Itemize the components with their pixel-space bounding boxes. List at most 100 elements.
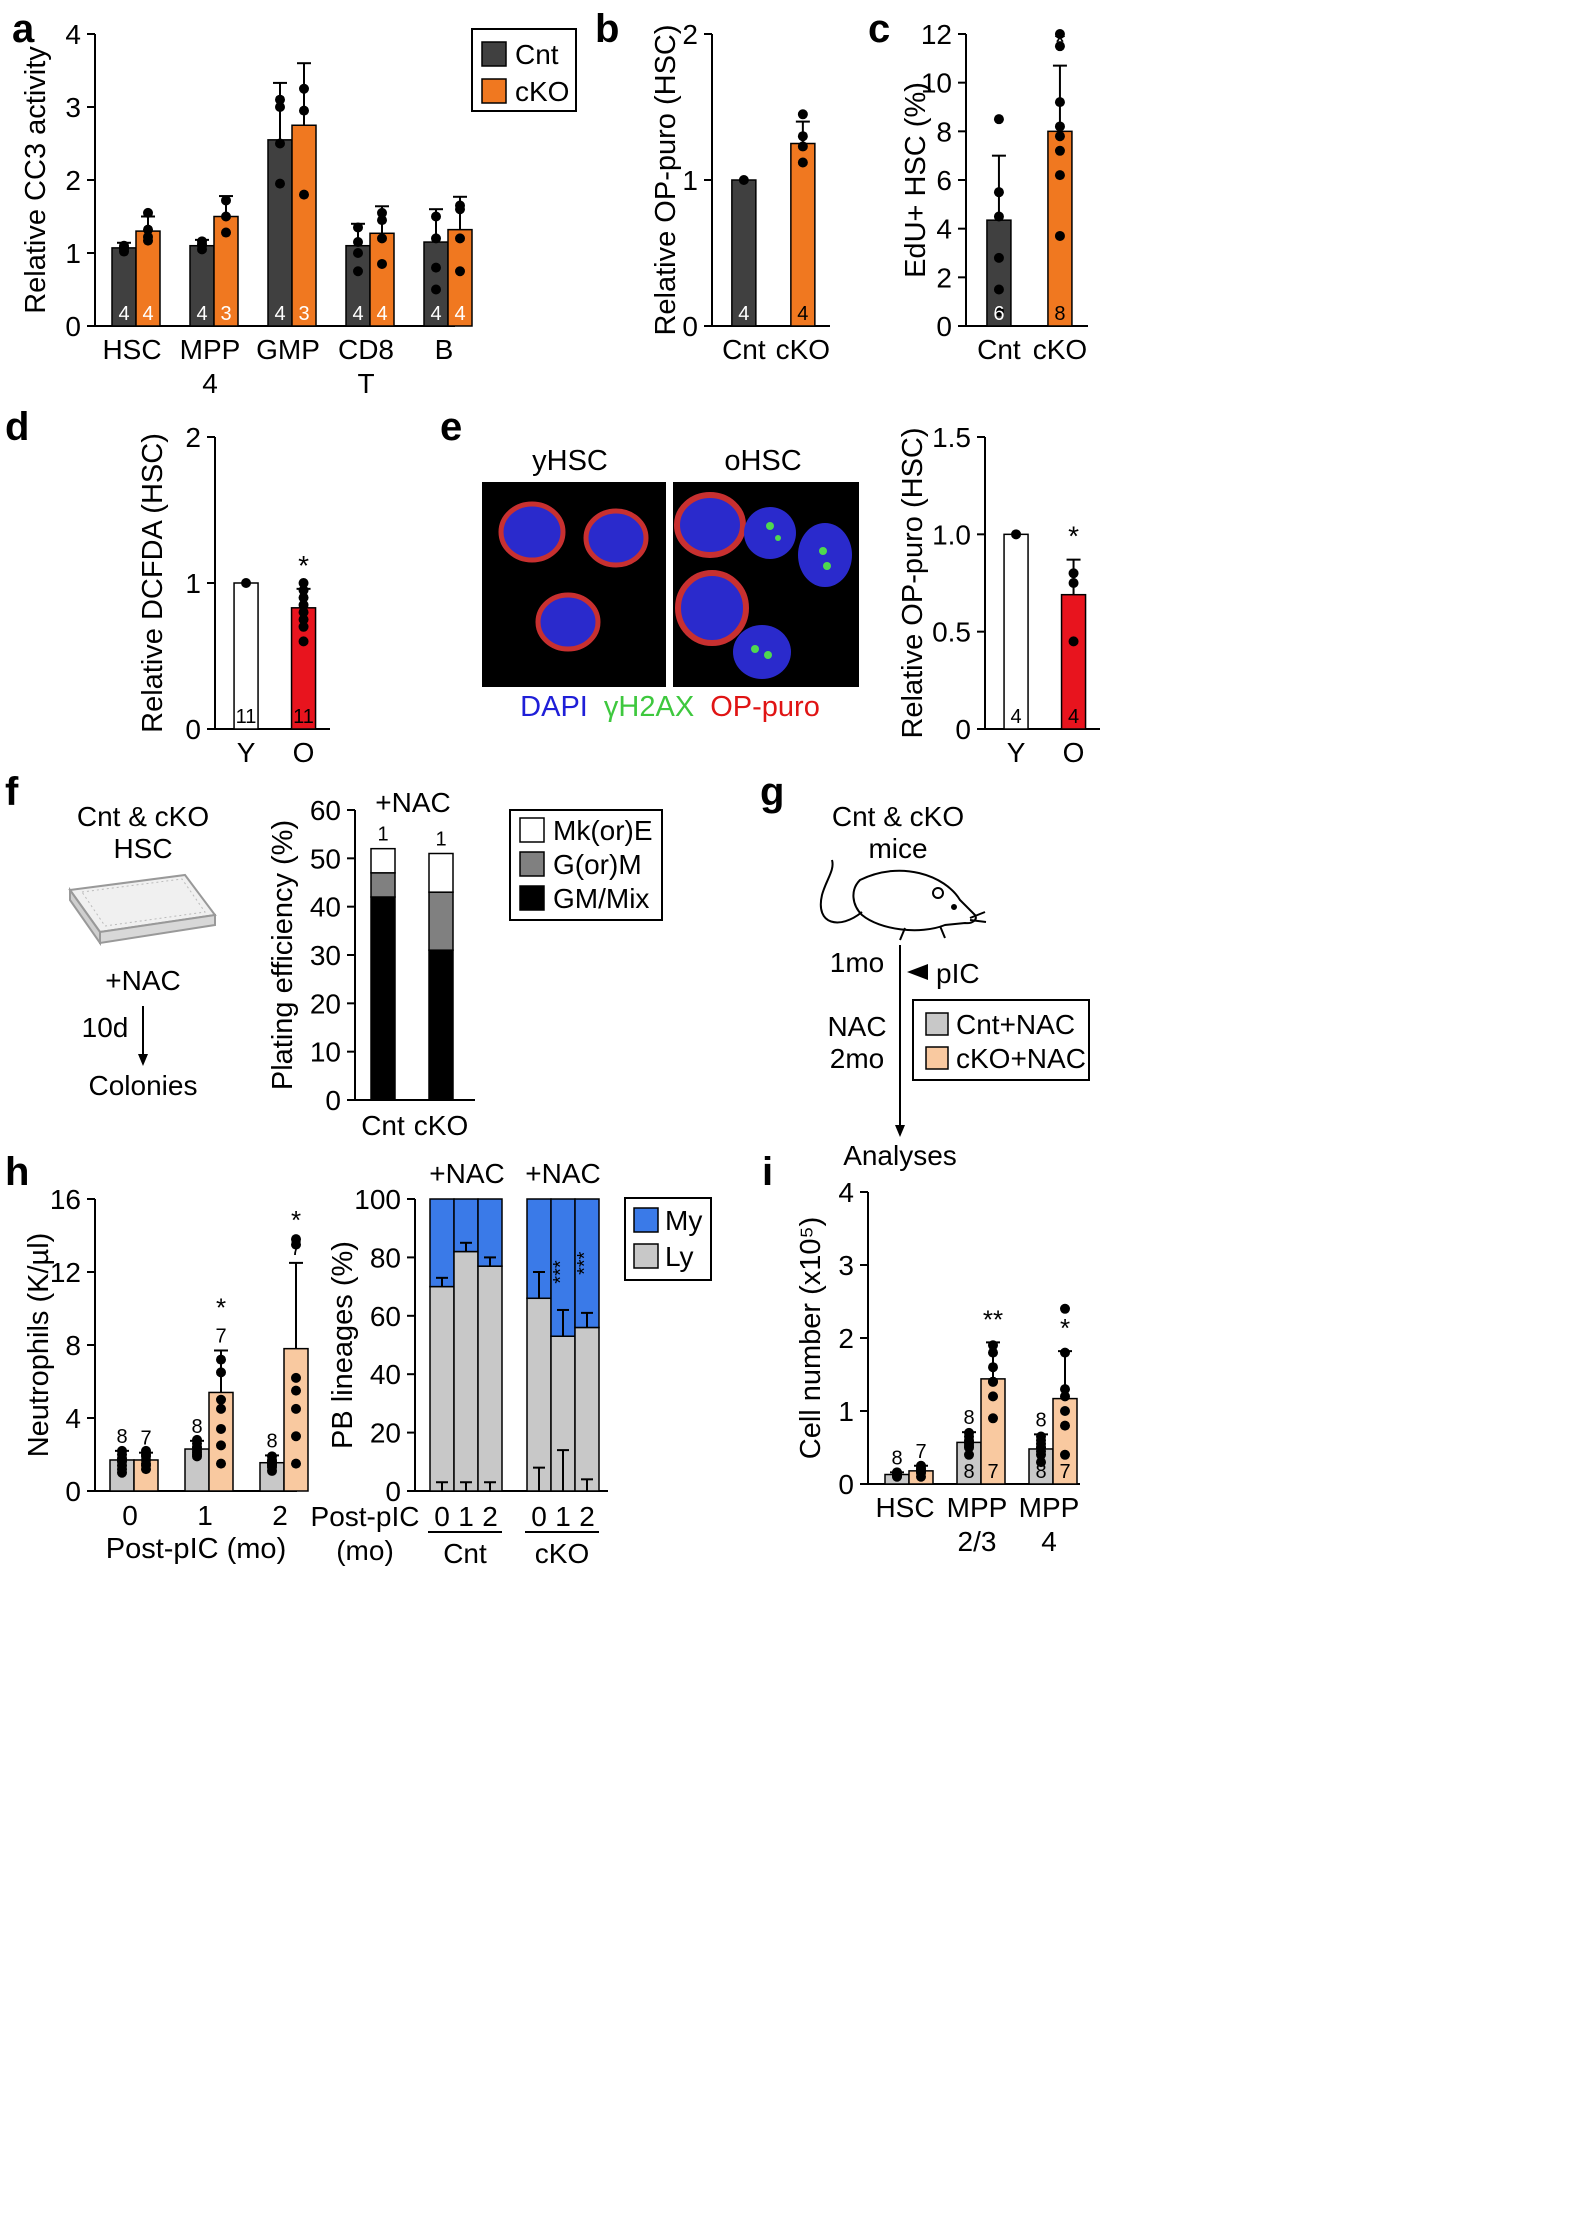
- annotation: +NAC: [375, 787, 450, 818]
- x-tick-label: 2: [272, 1500, 288, 1531]
- data-point: [117, 1453, 127, 1464]
- data-point: [431, 262, 441, 273]
- data-point: [988, 1347, 998, 1358]
- f-scheme-nac: +NAC: [105, 965, 180, 996]
- h-nac-labels: +NAC +NAC: [429, 1158, 600, 1189]
- legend-label: Ly: [665, 1241, 694, 1272]
- bar-segment-ly: [526, 1297, 552, 1492]
- panel-g-scheme: Cnt & cKO mice 1mo pIC NAC 2mo Cnt+NAC c…: [819, 801, 1090, 1171]
- bar: [111, 247, 137, 327]
- panel-letter-e: e: [440, 405, 462, 449]
- g-title-2: mice: [868, 833, 927, 864]
- f-scheme-title-2: HSC: [113, 833, 172, 864]
- data-point: [993, 284, 1004, 295]
- f-scheme-days: 10d: [82, 1012, 129, 1043]
- y-tick-label: 3: [65, 92, 81, 123]
- y-tick-label: 10: [310, 1037, 341, 1068]
- panel-f-scheme: Cnt & cKO HSC +NAC 10d Colonies: [68, 801, 217, 1101]
- panel-letter-d: d: [5, 405, 29, 449]
- x-tick-label: 1: [458, 1501, 474, 1532]
- n-label: 7: [915, 1441, 926, 1463]
- y-tick-label: 60: [370, 1301, 401, 1332]
- data-point: [291, 1372, 301, 1383]
- f-scheme-title-1: Cnt & cKO: [77, 801, 209, 832]
- data-point: [988, 1413, 998, 1424]
- data-point: [988, 1362, 998, 1373]
- data-point: [216, 1367, 226, 1378]
- x-tick-label: T: [357, 368, 374, 399]
- y-tick-label: 40: [370, 1359, 401, 1390]
- data-point: [1036, 1438, 1046, 1449]
- data-point: [1054, 170, 1065, 181]
- y-tick-label: 1.0: [932, 519, 971, 550]
- group-label: cKO: [535, 1538, 589, 1569]
- n-label: 8: [116, 1426, 127, 1448]
- data-point: [291, 1234, 301, 1245]
- data-point: [298, 592, 309, 603]
- y-tick-label: 60: [310, 795, 341, 826]
- data-point: [738, 175, 749, 185]
- stain-dapi: DAPI: [520, 691, 588, 723]
- data-point: [993, 211, 1004, 222]
- data-point: [192, 1434, 202, 1445]
- significance-mark: ***: [550, 1260, 572, 1284]
- data-point: [1054, 145, 1065, 156]
- bar-segment-ly: [477, 1265, 503, 1492]
- stain-h2ax: γH2AX: [604, 691, 694, 723]
- data-point: [377, 215, 387, 226]
- bar-segment-ly: [429, 1285, 455, 1492]
- data-point: [1054, 97, 1065, 108]
- x-tick-label: 0: [434, 1501, 450, 1532]
- y-tick-label: 0: [838, 1469, 854, 1500]
- data-point: [241, 578, 252, 588]
- x-tick-label: Cnt: [722, 334, 766, 365]
- stain-op-puro: OP-puro: [710, 691, 820, 723]
- data-point: [298, 614, 309, 625]
- n-label: 7: [140, 1428, 151, 1450]
- y-tick-label: 80: [370, 1242, 401, 1273]
- data-point: [797, 157, 808, 168]
- x-tick-label: 1: [197, 1500, 213, 1531]
- bar-segment-my: [477, 1198, 503, 1267]
- legend-swatch: [481, 78, 507, 104]
- y-tick-label: 1.5: [932, 422, 971, 453]
- legend-label: cKO: [515, 76, 569, 107]
- data-point: [119, 244, 129, 255]
- n-label: 1: [377, 824, 388, 846]
- data-point: [216, 1458, 226, 1469]
- data-point: [1068, 636, 1079, 647]
- data-point: [299, 189, 309, 200]
- x-tick-label: 0: [531, 1501, 547, 1532]
- data-point: [291, 1431, 301, 1442]
- x-tick-label: Cnt: [977, 334, 1021, 365]
- y-tick-label: 4: [65, 19, 81, 50]
- data-point: [141, 1451, 151, 1462]
- data-point: [431, 284, 441, 295]
- panel-letters: a b c d e f g h i: [5, 7, 890, 1194]
- g-legend-cnt: Cnt+NAC: [956, 1009, 1075, 1040]
- h-nac-cnt: +NAC: [429, 1158, 504, 1189]
- bar-segment: [428, 852, 454, 893]
- x-tick-label: Y: [1007, 737, 1026, 768]
- g-pic: pIC: [936, 958, 980, 989]
- panel-letter-f: f: [5, 770, 19, 814]
- data-point: [353, 237, 363, 248]
- data-point: [1060, 1449, 1070, 1460]
- legend-swatch: [519, 851, 545, 877]
- y-tick-label: 4: [838, 1177, 854, 1208]
- y-tick-label: 0: [936, 311, 952, 342]
- data-point: [964, 1449, 974, 1460]
- pic-arrowhead-icon: [907, 964, 928, 980]
- x-tick-label: MPP: [1019, 1492, 1080, 1523]
- x-tick-label: HSC: [875, 1492, 934, 1523]
- data-point: [1054, 41, 1065, 52]
- data-point: [993, 252, 1004, 263]
- significance-mark: *: [1054, 27, 1065, 58]
- y-tick-label: 0: [325, 1085, 341, 1116]
- data-point: [143, 231, 153, 242]
- data-point: [117, 1464, 127, 1475]
- bar: [790, 142, 816, 327]
